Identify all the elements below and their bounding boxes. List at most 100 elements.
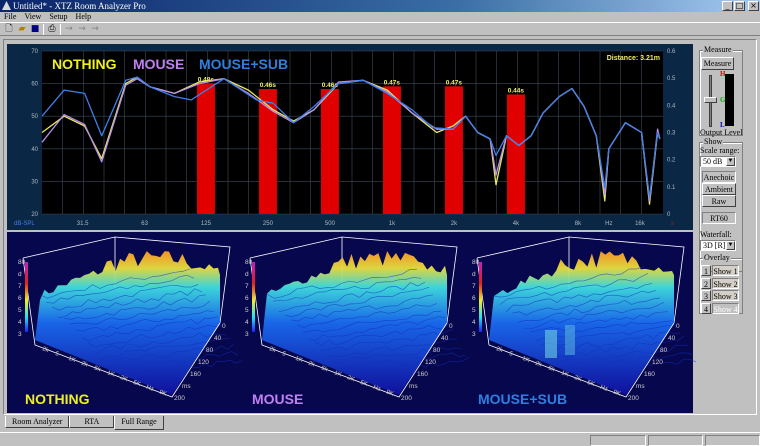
client-area [3, 39, 757, 415]
waterfall-label-mouse-sub: MOUSE+SUB [478, 391, 568, 407]
tab-room-analyzer[interactable]: Room Analyzer [5, 416, 70, 428]
save-icon[interactable]: ■ [30, 24, 40, 34]
waterfall-box-back [22, 236, 231, 324]
waterfall-ridge [105, 343, 235, 362]
rt60-bar [382, 86, 401, 214]
waterfall-box-front [476, 257, 675, 398]
waterfall-ridge [284, 286, 430, 317]
waterfall-ridge [57, 288, 203, 318]
chevron-down-icon[interactable]: ▼ [726, 157, 735, 166]
open-folder-icon[interactable]: ▰ [18, 24, 26, 34]
y2-tick-label: 0.1 [667, 185, 676, 191]
menu-setup[interactable]: Setup [49, 12, 68, 21]
rt60-button[interactable]: RT60 [702, 212, 736, 224]
waterfall-ridge [272, 277, 422, 302]
y2-tick-label: 0.2 [667, 158, 676, 164]
legend-mouse: MOUSE [133, 56, 184, 72]
menu-file[interactable]: File [4, 12, 17, 21]
x-tick-label: 1K [521, 356, 530, 364]
measure-button[interactable]: Measure [701, 57, 734, 70]
series-line-mouse-sub [41, 76, 661, 199]
status-bar [0, 432, 760, 446]
time-tick-label: ms [182, 383, 191, 390]
arrow-right-icon[interactable]: → [65, 24, 73, 34]
waterfall-ridge [505, 283, 653, 313]
x-tick-label: 2k [41, 346, 50, 354]
overlay-show-button[interactable]: Show 2 [712, 277, 739, 289]
x-tick-label: 5K [586, 380, 595, 388]
z-tick-label: 7 [18, 283, 22, 290]
waterfall-band [565, 325, 575, 355]
ambient-button[interactable]: Ambient [702, 183, 736, 195]
z-tick-label: 5 [18, 307, 22, 314]
tab-rta[interactable]: RTA [69, 416, 115, 428]
z-tick-label: 4 [18, 319, 22, 326]
maximize-button[interactable]: □ [734, 1, 745, 11]
x-tick-label: 1K [294, 356, 303, 364]
new-file-icon[interactable]: 🗋 [5, 24, 13, 34]
rt60-bar [196, 83, 215, 214]
z-tick-label: 80 [245, 259, 253, 266]
waterfall-surface [35, 251, 220, 395]
scale-range-value: 50 dB [703, 157, 723, 166]
overlay-show-button[interactable]: Show 4 [712, 302, 739, 314]
meter-label-good: G [720, 96, 726, 104]
y2-tick-label: 0.5 [667, 76, 676, 82]
waterfall-ridge [87, 325, 223, 348]
legend-nothing: NOTHING [52, 56, 117, 72]
waterfall-label: Waterfall: [700, 230, 732, 239]
overlay-number-button[interactable]: 1 [701, 265, 711, 276]
z-tick-label: d [245, 271, 249, 278]
scale-range-select[interactable]: 50 dB ▼ [700, 156, 736, 167]
z-tick-label: 3 [472, 331, 476, 338]
overlay-group-title: Overlay [703, 253, 731, 262]
waterfall-ridge [266, 268, 418, 299]
toolbar: 🗋 ▰ ■ ⎙ → → → [0, 22, 760, 36]
z-tick-label: 3 [18, 331, 22, 338]
right-axis-unit: s [671, 221, 674, 227]
x-tick-label: 5k [547, 365, 556, 373]
x-tick-label: 9K [612, 389, 621, 397]
arrow-right-icon[interactable]: → [91, 24, 99, 34]
time-tick-label: 0 [222, 323, 226, 330]
print-icon[interactable]: ⎙ [48, 24, 56, 34]
overlay-show-button[interactable]: Show 3 [712, 290, 739, 301]
x-tick-label: 5 [54, 351, 60, 358]
overlay-number-button[interactable]: 4 [701, 302, 711, 314]
chevron-down-icon[interactable]: ▼ [726, 241, 735, 250]
time-tick-label: 120 [652, 359, 663, 366]
tab-full-range[interactable]: Full Range [114, 416, 164, 430]
x-tick-label: 63 [141, 221, 148, 227]
output-level-slider-thumb[interactable] [704, 97, 717, 103]
overlay-number-button[interactable]: 2 [701, 277, 711, 289]
status-cell [648, 435, 703, 446]
time-tick-label: 200 [628, 395, 639, 402]
x-tick-label: 2k [80, 361, 89, 369]
waterfall-band [545, 330, 557, 358]
x-tick-label: 5 [508, 351, 514, 358]
arrow-right-icon[interactable]: → [78, 24, 86, 34]
waterfall-box-back [476, 236, 685, 324]
raw-button[interactable]: Raw [702, 195, 736, 207]
waterfall-box-front [249, 257, 448, 398]
waterfall-ridge [499, 273, 649, 305]
waterfall-select[interactable]: 3D [R] ▼ [700, 240, 736, 251]
close-button[interactable]: × [748, 1, 759, 11]
waterfall-ridge [296, 303, 438, 328]
time-tick-label: 200 [401, 395, 412, 402]
time-tick-label: 40 [214, 335, 222, 342]
waterfall-box-back [249, 236, 458, 324]
waterfall-ridge [302, 310, 442, 333]
x-tick-label: Hz [599, 385, 608, 393]
x-tick-label: 125 [201, 221, 212, 227]
menu-help[interactable]: Help [75, 12, 92, 21]
overlay-number-button[interactable]: 3 [701, 290, 711, 301]
x-tick-label: 1K [560, 370, 569, 378]
overlay-show-button[interactable]: Show 1 [712, 265, 739, 276]
menu-view[interactable]: View [24, 12, 42, 21]
x-tick-label: 2k [451, 221, 458, 227]
anechoic-button[interactable]: Anechoic [702, 171, 736, 183]
minimize-button[interactable]: _ [722, 1, 733, 11]
x-tick-label: 4k [513, 221, 520, 227]
rt60-bar-label: 0.48s [198, 77, 215, 84]
